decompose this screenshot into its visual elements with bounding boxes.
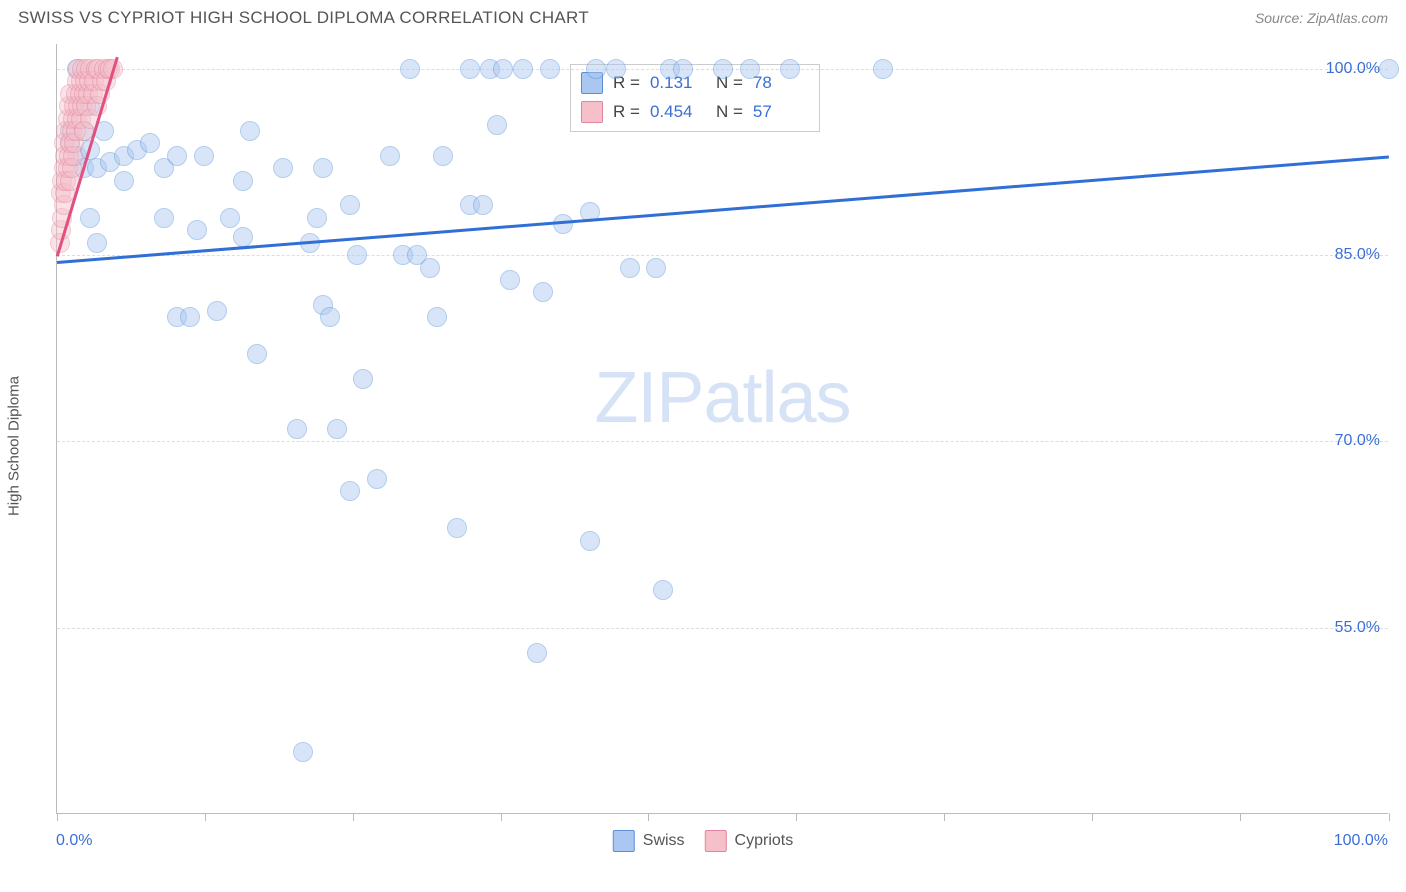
data-point [553, 214, 573, 234]
data-point [140, 133, 160, 153]
data-point [427, 307, 447, 327]
legend-row: R = 0.454 N = 57 [581, 98, 809, 127]
x-tick [57, 813, 58, 821]
legend-label: Cypriots [735, 832, 794, 850]
data-point [367, 469, 387, 489]
data-point [313, 158, 333, 178]
data-point [780, 59, 800, 79]
data-point [473, 195, 493, 215]
n-label: N = [716, 98, 743, 127]
data-point [1379, 59, 1399, 79]
x-tick [648, 813, 649, 821]
data-point [513, 59, 533, 79]
data-point [114, 171, 134, 191]
x-tick [501, 813, 502, 821]
data-point [353, 369, 373, 389]
series-legend: Swiss Cypriots [613, 830, 793, 852]
data-point [293, 742, 313, 762]
data-point [220, 208, 240, 228]
data-point [873, 59, 893, 79]
data-point [273, 158, 293, 178]
data-point [713, 59, 733, 79]
gridline [57, 255, 1388, 256]
y-tick-label: 85.0% [1335, 246, 1380, 264]
data-point [320, 307, 340, 327]
r-value: 0.454 [650, 98, 706, 127]
data-point [307, 208, 327, 228]
chart-header: SWISS VS CYPRIOT HIGH SCHOOL DIPLOMA COR… [0, 0, 1406, 36]
data-point [187, 220, 207, 240]
data-point [180, 307, 200, 327]
data-point [233, 171, 253, 191]
data-point [327, 419, 347, 439]
r-label: R = [613, 98, 640, 127]
source-label: Source: ZipAtlas.com [1255, 10, 1388, 26]
data-point [194, 146, 214, 166]
data-point [87, 233, 107, 253]
data-point [606, 59, 626, 79]
data-point [740, 59, 760, 79]
data-point [646, 258, 666, 278]
chart-title: SWISS VS CYPRIOT HIGH SCHOOL DIPLOMA COR… [18, 8, 589, 28]
legend-swatch [581, 101, 603, 123]
data-point [540, 59, 560, 79]
gridline [57, 628, 1388, 629]
x-tick [1389, 813, 1390, 821]
x-tick [205, 813, 206, 821]
trend-line [57, 156, 1389, 264]
legend-item: Swiss [613, 830, 685, 852]
data-point [527, 643, 547, 663]
legend-swatch [705, 830, 727, 852]
x-tick [944, 813, 945, 821]
x-tick [353, 813, 354, 821]
data-point [80, 208, 100, 228]
data-point [340, 195, 360, 215]
gridline [57, 441, 1388, 442]
data-point [580, 531, 600, 551]
data-point [233, 227, 253, 247]
data-point [673, 59, 693, 79]
data-point [154, 208, 174, 228]
y-tick-label: 70.0% [1335, 432, 1380, 450]
y-axis-label: High School Diploma [6, 376, 23, 516]
x-tick [796, 813, 797, 821]
data-point [207, 301, 227, 321]
x-tick [1240, 813, 1241, 821]
data-point [653, 580, 673, 600]
y-tick-label: 55.0% [1335, 619, 1380, 637]
legend-label: Swiss [643, 832, 685, 850]
data-point [340, 481, 360, 501]
data-point [500, 270, 520, 290]
data-point [447, 518, 467, 538]
data-point [347, 245, 367, 265]
chart-plot-area: ZIPatlas R =0.131N =78R =0.454N =57 55.0… [56, 44, 1388, 814]
data-point [167, 146, 187, 166]
data-point [400, 59, 420, 79]
data-point [420, 258, 440, 278]
data-point [493, 59, 513, 79]
data-point [433, 146, 453, 166]
legend-swatch [613, 830, 635, 852]
data-point [240, 121, 260, 141]
data-point [247, 344, 267, 364]
data-point [460, 59, 480, 79]
x-axis-min-label: 0.0% [56, 832, 92, 850]
data-point [620, 258, 640, 278]
n-value: 57 [753, 98, 809, 127]
data-point [380, 146, 400, 166]
legend-item: Cypriots [705, 830, 794, 852]
watermark: ZIPatlas [594, 357, 850, 439]
data-point [533, 282, 553, 302]
x-tick [1092, 813, 1093, 821]
x-axis-max-label: 100.0% [1334, 832, 1388, 850]
data-point [487, 115, 507, 135]
data-point [287, 419, 307, 439]
y-tick-label: 100.0% [1326, 60, 1380, 78]
data-point [586, 59, 606, 79]
